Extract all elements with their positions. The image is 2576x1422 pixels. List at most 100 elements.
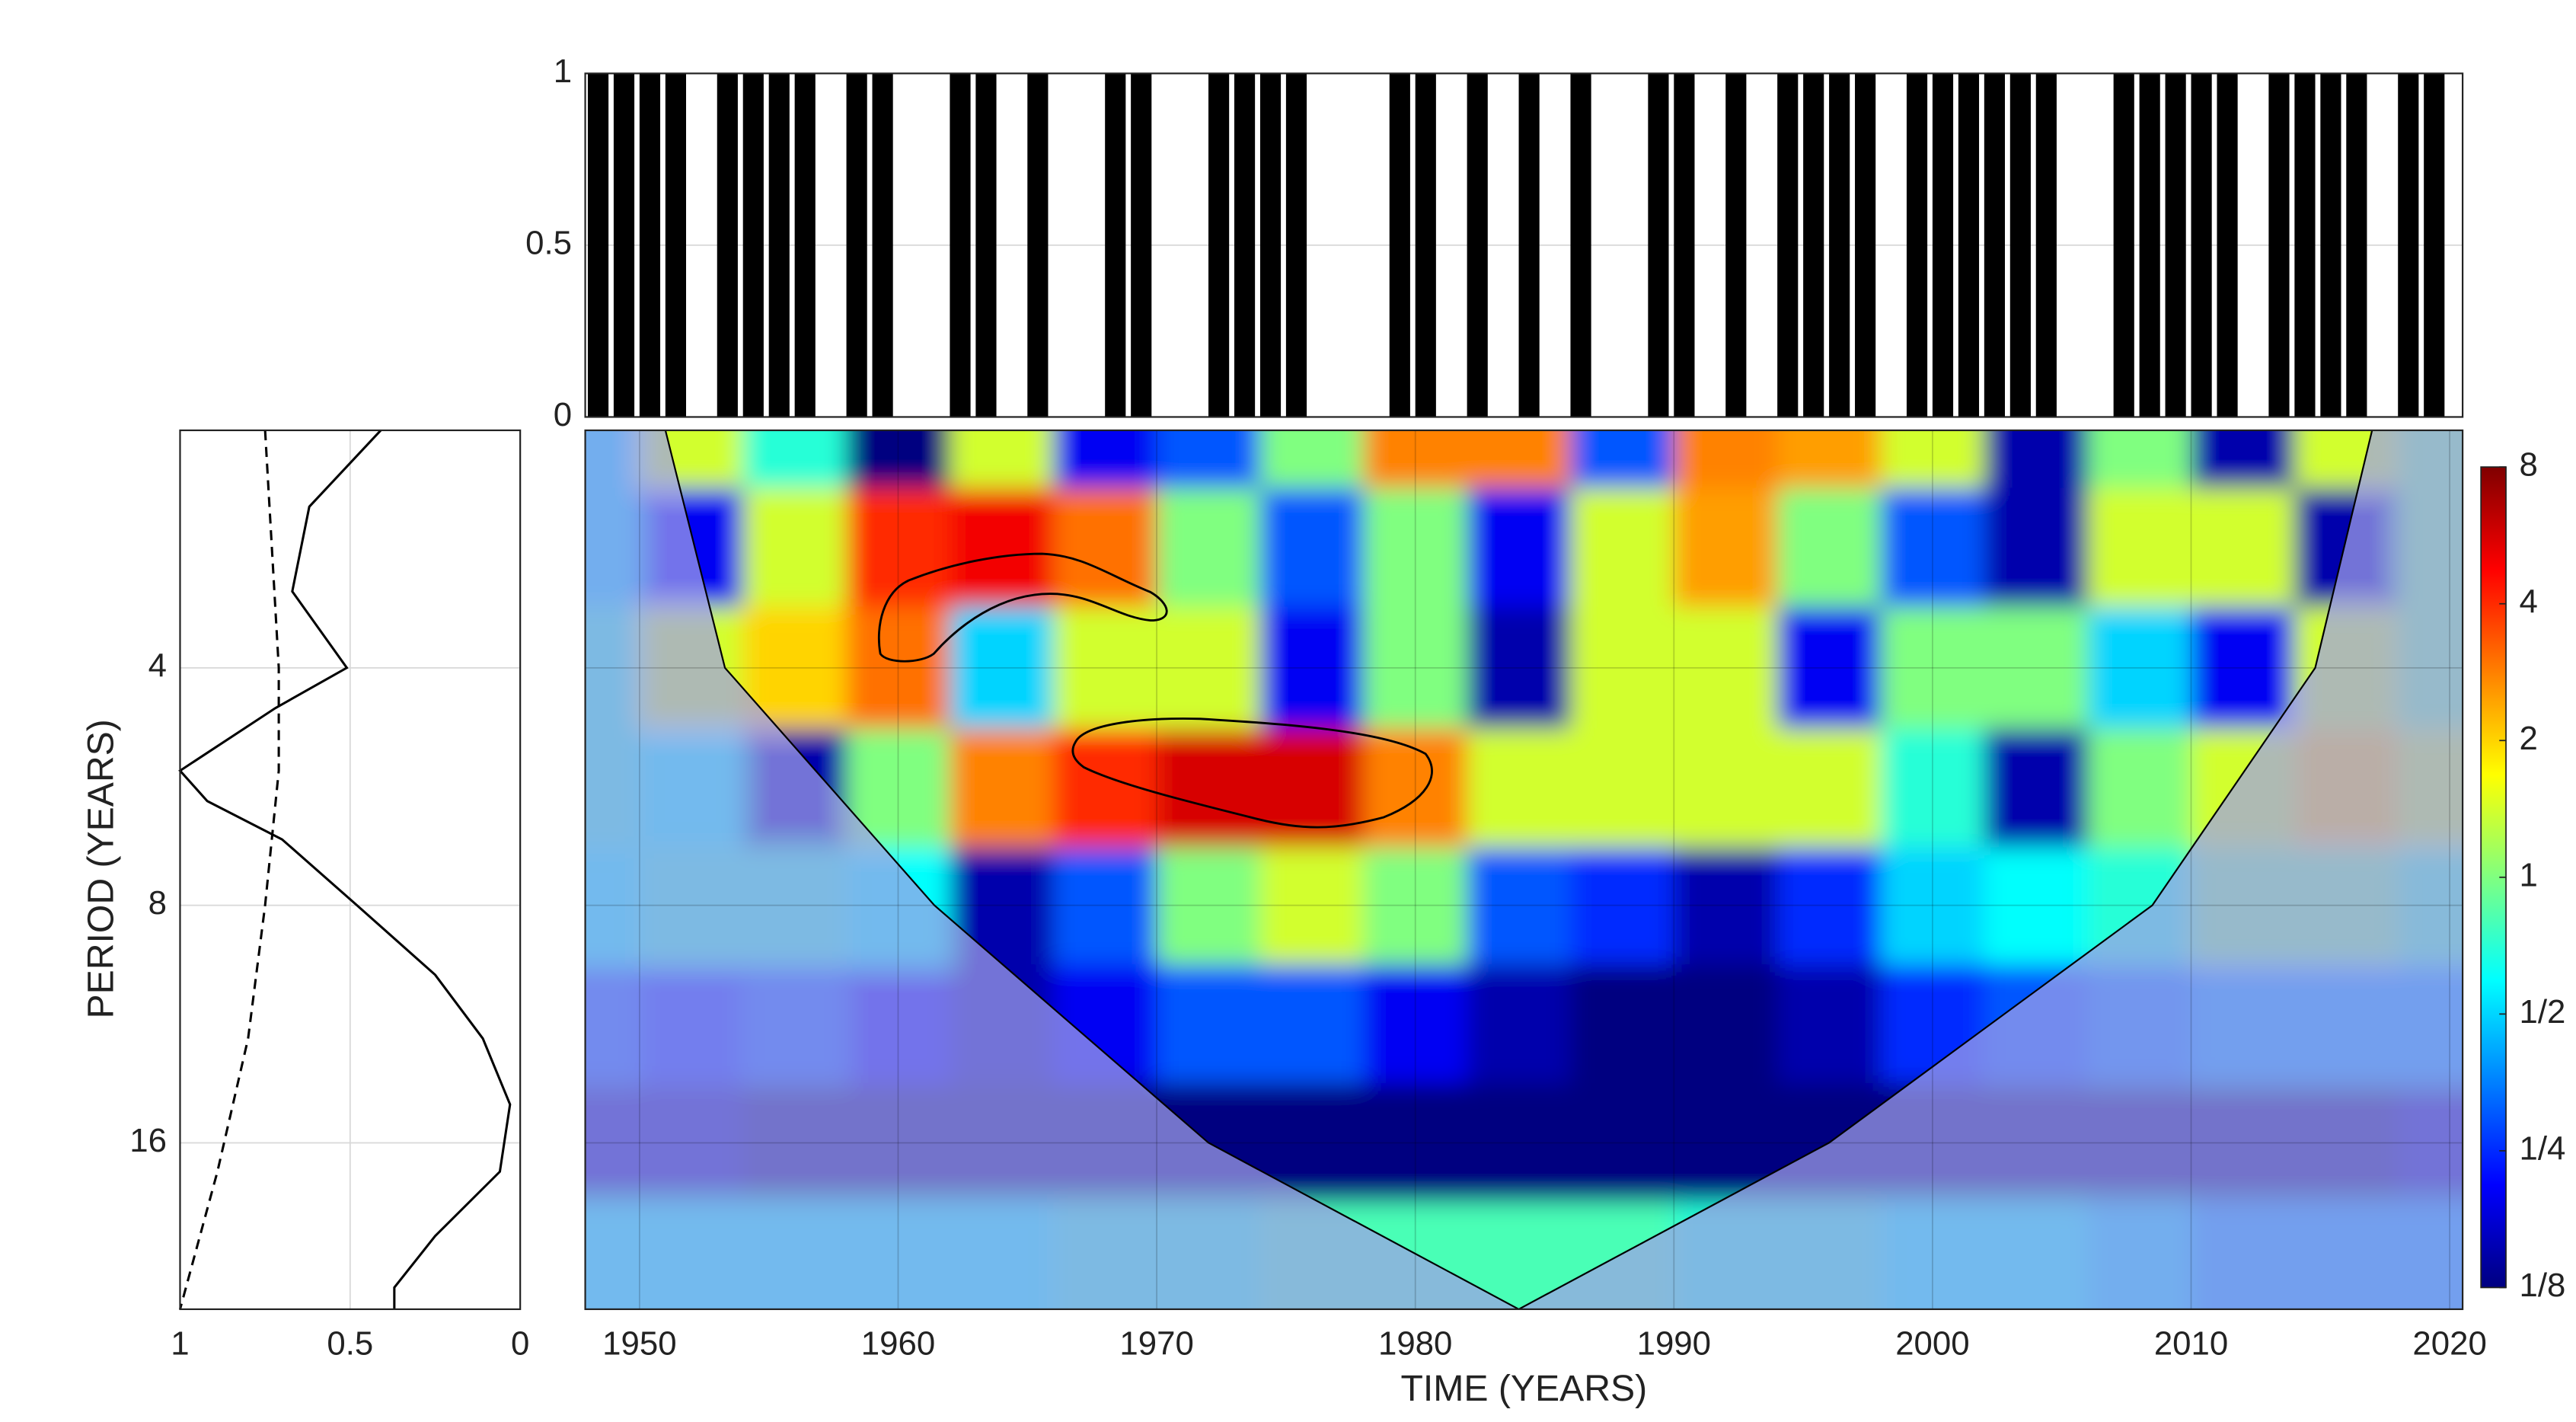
heat-cell <box>1777 487 1882 608</box>
spectrum-line <box>178 429 512 1309</box>
y-tick-label: 0.5 <box>525 224 572 261</box>
heat-cell <box>1880 487 1985 608</box>
y-tick-label: 16 <box>129 1122 167 1159</box>
heat-cell <box>1570 847 1675 966</box>
heat-cell <box>950 430 1055 489</box>
colorbar-tick-label: 1 <box>2520 856 2538 893</box>
bar <box>1906 73 1928 417</box>
x-tick-label: 1990 <box>1637 1325 1711 1363</box>
heat-cell <box>1984 430 2089 489</box>
heat-cell <box>1363 606 1468 730</box>
heat-cell <box>1674 964 1779 1085</box>
cone-of-influence-shade <box>585 430 2463 1309</box>
heat-cell <box>1157 606 1262 730</box>
bar <box>1415 73 1436 417</box>
heat-cell <box>1984 606 2089 730</box>
colorbar-tick-label: 1/2 <box>2520 993 2566 1031</box>
heatmap <box>585 430 2463 1309</box>
bar <box>1674 73 1695 417</box>
heat-cell <box>1880 728 1985 848</box>
bar <box>717 73 738 417</box>
heat-cell <box>1777 606 1882 730</box>
bar <box>2294 73 2316 417</box>
heat-cell <box>1053 606 1158 730</box>
bar <box>1725 73 1747 417</box>
heat-cell <box>1467 430 1572 489</box>
heat-cell <box>1363 487 1468 608</box>
heat-cell <box>1777 728 1882 848</box>
x-tick-label: 2000 <box>1895 1325 1969 1363</box>
x-tick-label: 0.5 <box>327 1325 373 1363</box>
bar <box>613 73 635 417</box>
bar <box>1803 73 1824 417</box>
heat-cell <box>1674 728 1779 848</box>
heat-cell <box>1570 964 1675 1085</box>
heat-cell <box>1157 487 1262 608</box>
heat-cell <box>1259 606 1365 730</box>
heat-cell <box>2191 430 2296 489</box>
bar <box>742 73 764 417</box>
heat-cell <box>1674 430 1779 489</box>
x-tick-label: 1960 <box>861 1325 935 1363</box>
heat-cell <box>1777 847 1882 966</box>
heat-cell <box>1467 1083 1572 1203</box>
heat-cell <box>1259 728 1365 848</box>
bar <box>1208 73 1230 417</box>
x-tick-label: 1 <box>171 1325 189 1363</box>
significance-contour <box>877 552 1168 663</box>
heat-cell <box>1259 847 1365 966</box>
bar <box>2113 73 2134 417</box>
heat-cell <box>2087 430 2192 489</box>
heat-cell <box>1157 964 1262 1085</box>
axes-frame <box>179 429 522 1311</box>
heat-cell <box>1880 847 1985 966</box>
x-axis-title: TIME (YEARS) <box>1400 1368 1647 1409</box>
heat-cell <box>1674 847 1779 966</box>
heat-cell <box>1984 847 2089 966</box>
y-axis-title: PERIOD (YEARS) <box>80 719 121 1018</box>
colorbar-tick-label: 2 <box>2520 720 2538 757</box>
bar <box>2398 73 2419 417</box>
heat-cell <box>1259 430 1365 489</box>
heat-cell <box>1570 606 1675 730</box>
bar <box>2320 73 2341 417</box>
bar <box>1777 73 1799 417</box>
bar <box>1285 73 1307 417</box>
bar <box>2268 73 2290 417</box>
heat-cell <box>2087 606 2192 730</box>
bar <box>2035 73 2057 417</box>
bar <box>1389 73 1410 417</box>
bar <box>2217 73 2238 417</box>
colorbar-tick-label: 8 <box>2520 446 2538 484</box>
bar <box>975 73 997 417</box>
bar <box>665 73 687 417</box>
bar <box>1131 73 1152 417</box>
bar <box>587 73 609 417</box>
x-tick-label: 1950 <box>602 1325 676 1363</box>
heat-cell <box>1777 430 1882 489</box>
bar <box>1259 73 1282 417</box>
heat-cell <box>1570 1083 1675 1203</box>
heat-cell <box>2191 487 2296 608</box>
heat-cell <box>1363 847 1468 966</box>
y-tick-label: 8 <box>148 884 167 922</box>
significance-contours <box>877 552 1433 829</box>
heat-cell <box>1259 964 1365 1085</box>
bar <box>2165 73 2186 417</box>
heat-cell <box>1467 487 1572 608</box>
colorbar-tick-label: 1/4 <box>2520 1130 2566 1167</box>
significance-contour <box>1071 717 1433 829</box>
heat-cell <box>1467 847 1572 966</box>
heat-cell <box>950 606 1055 730</box>
bar <box>872 73 893 417</box>
heat-cell <box>950 728 1055 848</box>
spectrum-line <box>179 430 280 1310</box>
heat-cell <box>742 430 847 489</box>
heat-cell <box>1984 728 2089 848</box>
heat-cell <box>950 487 1055 608</box>
bar <box>1958 73 1980 417</box>
heat-cell <box>1053 847 1158 966</box>
x-tick-label: 1980 <box>1378 1325 1452 1363</box>
bar <box>2424 73 2445 417</box>
bar <box>1648 73 1669 417</box>
